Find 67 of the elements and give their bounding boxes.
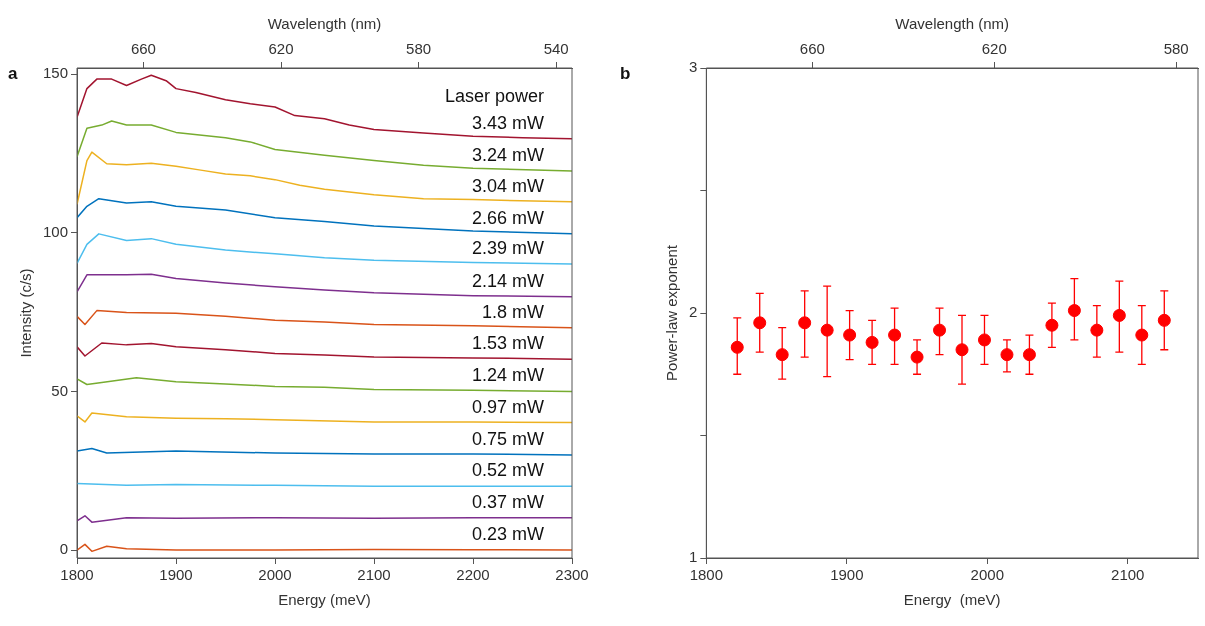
point	[1022, 348, 1036, 362]
x2-tick-label: 620	[981, 40, 1007, 58]
x2-axis-title: Wavelength (nm)	[267, 15, 382, 33]
point	[1000, 348, 1014, 362]
x-tick-label: 1800	[689, 566, 724, 584]
text: a	[8, 63, 18, 83]
y-tick-label: 2	[689, 303, 698, 321]
series-label: 0.37 mW	[471, 491, 544, 512]
x-tick-label: 1900	[830, 566, 864, 584]
x2-tick-label: 540	[543, 40, 569, 58]
series-label: 3.24 mW	[471, 145, 544, 166]
x-axis-title: Energy (meV)	[903, 591, 1001, 609]
series-label: 0.97 mW	[471, 396, 544, 417]
x-tick-label: 1900	[159, 566, 193, 584]
x2-tick-label: 620	[268, 40, 294, 58]
point	[843, 328, 857, 342]
y-axis-title: Intensity (c/s)	[17, 268, 35, 358]
point	[888, 328, 902, 342]
point	[955, 343, 969, 357]
point	[1090, 323, 1104, 337]
y-tick-label: 0	[59, 540, 69, 558]
y-tick-label: 50	[51, 381, 69, 399]
x2-axis-title: Wavelength (nm)	[895, 15, 1009, 33]
point	[753, 316, 767, 330]
series-label: 2.66 mW	[471, 207, 544, 228]
x-axis-title: Energy (meV)	[278, 591, 371, 609]
point	[1157, 313, 1171, 327]
y-axis-title: Power-law exponent	[663, 244, 681, 381]
point	[977, 333, 991, 347]
y-tick-label: 150	[43, 64, 69, 82]
series-label: 0.52 mW	[471, 460, 544, 481]
x-tick-label: 1800	[60, 566, 94, 584]
point	[1112, 308, 1126, 322]
point	[730, 340, 744, 354]
series-label: 3.43 mW	[471, 112, 544, 133]
x-tick-label: 2000	[970, 566, 1004, 584]
x-tick-label: 2000	[258, 566, 292, 584]
y-tick-label: 100	[43, 223, 69, 241]
legend-title: Laser power	[444, 85, 544, 106]
point	[1135, 328, 1149, 342]
series-label: 0.23 mW	[471, 524, 544, 545]
x2-tick-label: 580	[1163, 40, 1189, 58]
point	[1067, 304, 1081, 318]
series-label: 1.8 mW	[481, 301, 544, 322]
x-tick-label: 2300	[555, 566, 589, 584]
x2-tick-label: 660	[799, 40, 825, 58]
point	[798, 316, 812, 330]
y-tick-label: 1	[689, 548, 698, 566]
point	[933, 323, 947, 337]
x-tick-label: 2100	[1111, 566, 1145, 584]
point	[865, 335, 879, 349]
series-label: 1.24 mW	[471, 365, 544, 386]
text: b	[620, 63, 631, 83]
series-label: 2.14 mW	[471, 270, 544, 291]
series-label: 1.53 mW	[471, 333, 544, 354]
x-tick-label: 2100	[357, 566, 391, 584]
x2-tick-label: 660	[130, 40, 156, 58]
x-tick-label: 2200	[456, 566, 490, 584]
y-tick-label: 3	[689, 58, 698, 76]
point	[820, 323, 834, 337]
series-label: 0.75 mW	[471, 428, 544, 449]
point	[1045, 318, 1059, 332]
point	[910, 350, 924, 364]
point	[775, 348, 789, 362]
series-label: 2.39 mW	[471, 237, 544, 258]
x2-tick-label: 580	[406, 40, 432, 58]
series-label: 3.04 mW	[471, 175, 544, 196]
